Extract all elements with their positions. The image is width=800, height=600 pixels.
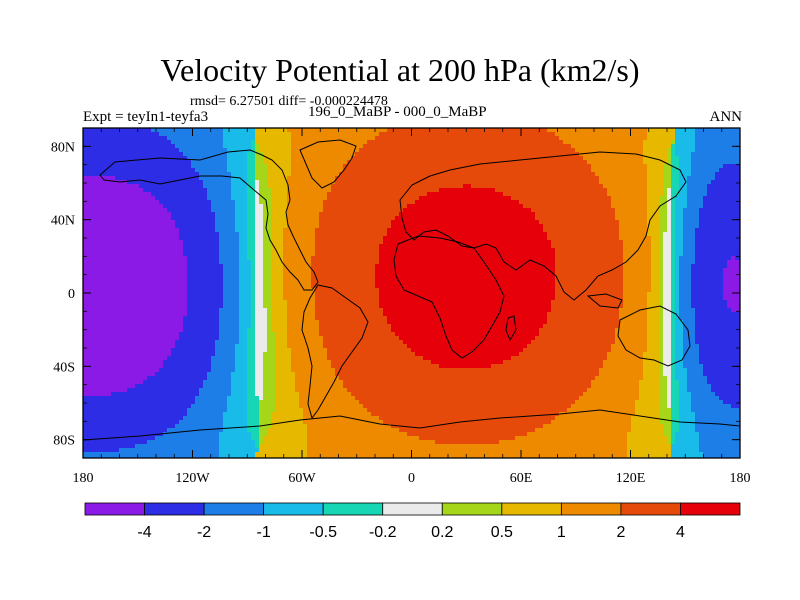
coastline-eurasia bbox=[399, 151, 687, 301]
colorbar-label: -0.5 bbox=[309, 524, 337, 541]
colorbar-label: -1 bbox=[257, 524, 271, 541]
colorbar-label: 0.5 bbox=[491, 524, 513, 541]
x-tick-label: 120W bbox=[175, 471, 210, 486]
colorbar-label: -4 bbox=[137, 524, 151, 541]
y-tick-label: 0 bbox=[68, 287, 75, 302]
colorbar-label: -0.2 bbox=[369, 524, 397, 541]
x-tick-label: 180 bbox=[730, 471, 751, 486]
colorbar-swatch bbox=[680, 502, 741, 516]
map-axes: 180 120W 60W 0 60E 120E 180 80N 40N 0 40S 80S bbox=[51, 128, 751, 486]
colorbar-swatch bbox=[560, 502, 622, 516]
colorbar-label: -2 bbox=[197, 524, 211, 541]
coastlines bbox=[83, 139, 740, 441]
x-tick-label: 0 bbox=[408, 471, 415, 486]
colorbar-label: 0.2 bbox=[431, 524, 453, 541]
coastline-africa bbox=[393, 235, 505, 359]
colorbar-label: 1 bbox=[557, 524, 566, 541]
y-tick-label: 40N bbox=[51, 214, 75, 229]
coastline-greenland bbox=[299, 139, 357, 189]
coastline-indonesia bbox=[586, 293, 623, 309]
x-tick-label: 60E bbox=[510, 471, 533, 486]
chart-title: Velocity Potential at 200 hPa (km2/s) bbox=[160, 52, 640, 88]
x-tick-label: 120E bbox=[616, 471, 646, 486]
colorbar-swatch bbox=[620, 502, 681, 516]
experiment-label: Expt = teyIn1-teyfa3 bbox=[83, 109, 209, 125]
colorbar-swatch bbox=[441, 502, 503, 516]
colorbar-swatch bbox=[322, 502, 384, 516]
colorbar-swatch bbox=[382, 502, 443, 516]
colorbar-swatch bbox=[144, 502, 205, 516]
contour-field bbox=[83, 128, 740, 458]
coastline-antarctica bbox=[83, 409, 740, 441]
coastline-madagascar bbox=[505, 315, 517, 342]
coastline-australia bbox=[617, 305, 691, 367]
coastline-north-america bbox=[99, 149, 319, 291]
coastline-south-america bbox=[301, 284, 369, 420]
season-label: ANN bbox=[709, 109, 743, 125]
colorbar: -4 -2 -1 -0.5 -0.2 0.2 0.5 1 2 4 bbox=[84, 502, 741, 541]
x-tick-label: 60W bbox=[288, 471, 316, 486]
y-tick-label: 80N bbox=[51, 140, 75, 155]
colorbar-swatch bbox=[501, 502, 562, 516]
y-tick-label: 40S bbox=[53, 360, 75, 375]
colorbar-label: 2 bbox=[616, 524, 625, 541]
period-label: 196_0_MaBP - 000_0_MaBP bbox=[308, 104, 487, 120]
y-tick-label: 80S bbox=[53, 434, 75, 449]
colorbar-label: 4 bbox=[676, 524, 685, 541]
colorbar-swatch bbox=[84, 502, 145, 516]
x-tick-label: 180 bbox=[73, 471, 94, 486]
stats-text: rmsd= 6.27501 diff= -0.000224478 bbox=[190, 94, 388, 109]
colorbar-swatch bbox=[263, 502, 324, 516]
colorbar-swatch bbox=[203, 502, 265, 516]
